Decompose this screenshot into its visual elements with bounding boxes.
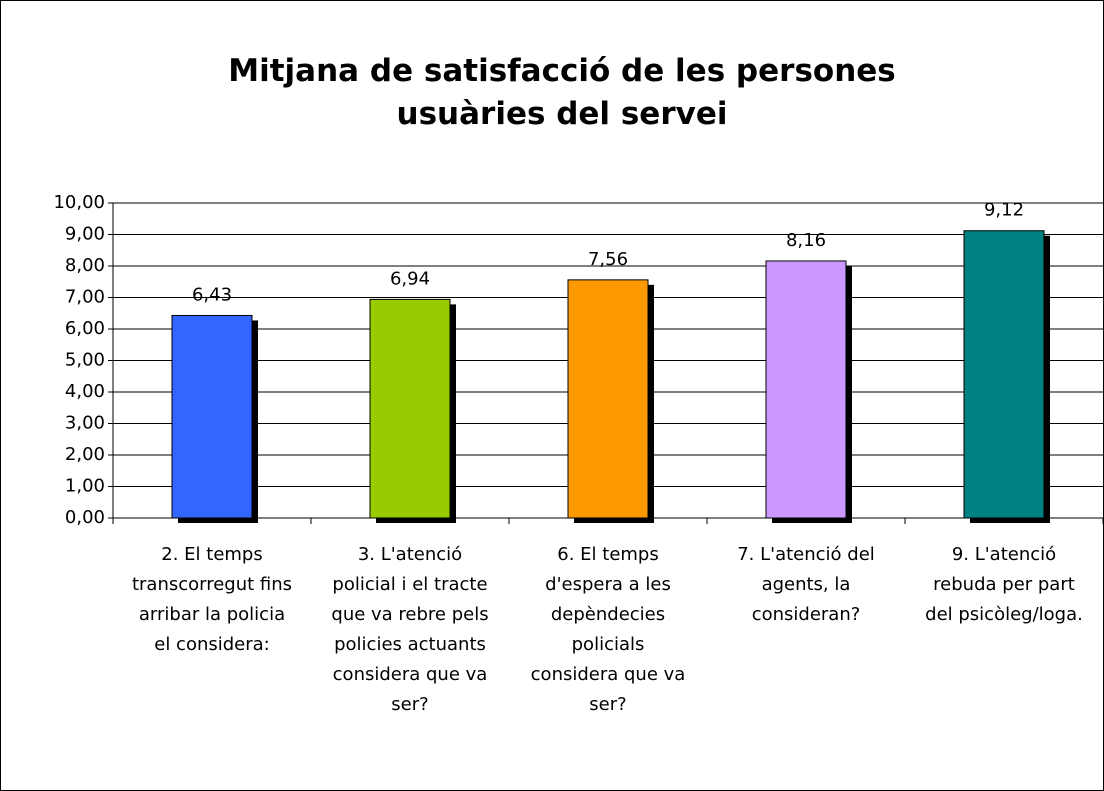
value-label: 6,43 xyxy=(192,284,232,305)
y-tick-label: 8,00 xyxy=(65,255,105,276)
bar xyxy=(567,279,649,519)
x-tick-label: 6. El temps d'espera a les depèndecies p… xyxy=(530,544,686,715)
value-label: 8,16 xyxy=(786,230,826,251)
x-label-box: 2. El temps transcorregut fins arribar l… xyxy=(131,544,293,655)
bar xyxy=(765,260,847,519)
x-tick-label: 2. El temps transcorregut fins arribar l… xyxy=(131,544,293,655)
bar xyxy=(369,298,451,519)
y-tick-label: 2,00 xyxy=(65,444,105,465)
x-tick-label: 9. L'atenció rebuda per part del psicòle… xyxy=(925,544,1083,625)
y-tick-label: 4,00 xyxy=(65,381,105,402)
chart-title: Mitjana de satisfacció de les persones u… xyxy=(228,53,896,132)
value-label: 9,12 xyxy=(984,200,1024,221)
x-tick-label: 7. L'atenció del agents, la consideran? xyxy=(737,544,875,625)
y-tick-label: 7,00 xyxy=(65,287,105,308)
x-label-box: 3. L'atenció policial i el tracte que va… xyxy=(331,544,489,715)
y-tick-label: 0,00 xyxy=(65,507,105,528)
y-tick-label: 10,00 xyxy=(53,192,105,213)
x-label-box: 6. El temps d'espera a les depèndecies p… xyxy=(530,544,686,715)
y-tick-label: 3,00 xyxy=(65,413,105,434)
y-tick-label: 5,00 xyxy=(65,350,105,371)
value-label: 6,94 xyxy=(390,268,430,289)
y-tick-label: 6,00 xyxy=(65,318,105,339)
title-box: Mitjana de satisfacció de les persones u… xyxy=(228,53,896,132)
x-tick-label: 3. L'atenció policial i el tracte que va… xyxy=(331,544,489,715)
y-tick-label: 1,00 xyxy=(65,476,105,497)
bar xyxy=(171,314,253,519)
x-label-box: 9. L'atenció rebuda per part del psicòle… xyxy=(925,544,1083,625)
x-label-box: 7. L'atenció del agents, la consideran? xyxy=(737,544,875,625)
y-tick-label: 9,00 xyxy=(65,224,105,245)
value-label: 7,56 xyxy=(588,249,628,270)
bar xyxy=(963,230,1045,519)
